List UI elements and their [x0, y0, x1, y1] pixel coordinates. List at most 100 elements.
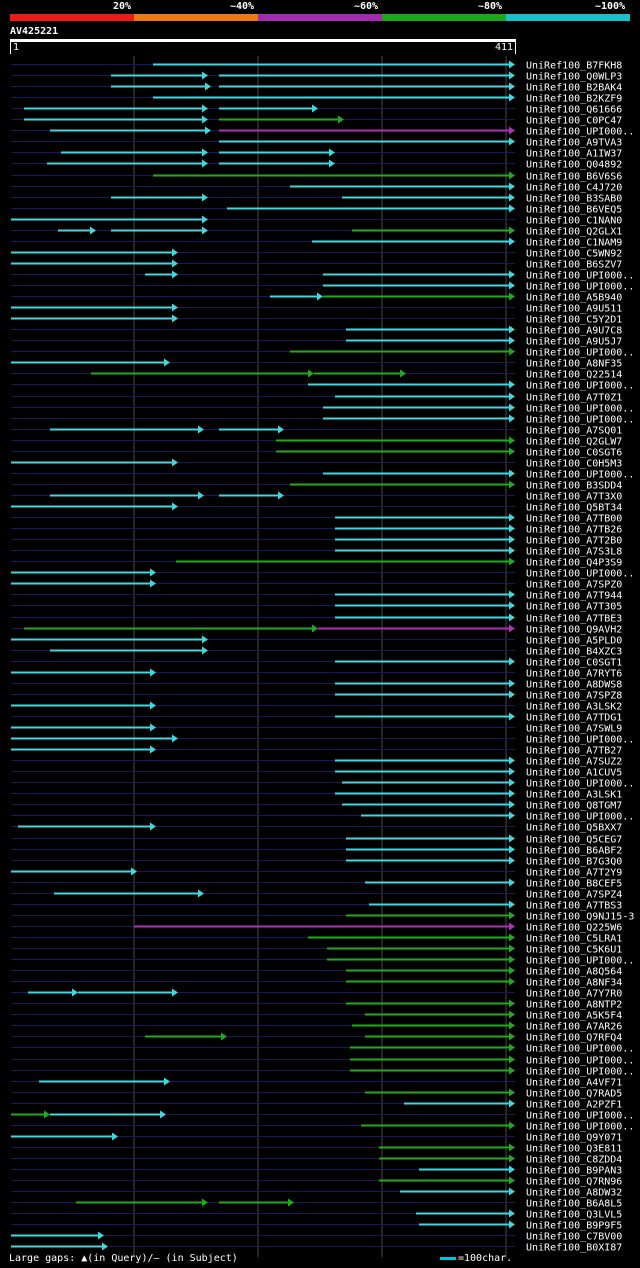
- hit-segment-arrowhead: [202, 193, 208, 202]
- hit-segment-arrowhead: [72, 988, 78, 997]
- hit-label: UniRef100_UPI000..: [526, 1056, 634, 1067]
- hit-segment-arrowhead: [509, 624, 515, 633]
- hit-segment-arrowhead: [509, 999, 515, 1008]
- hit-segment-arrowhead: [509, 60, 515, 69]
- hit-segment-arrowhead: [509, 447, 515, 456]
- hit-label: UniRef100_A2PZF1: [526, 1100, 622, 1111]
- hit-segment-arrowhead: [288, 1198, 294, 1207]
- hit-label: UniRef100_Q9Y071: [526, 1133, 622, 1144]
- hit-label: UniRef100_A9TVA3: [526, 138, 622, 149]
- hit-segment-arrowhead: [509, 1209, 515, 1218]
- hit-segment-arrowhead: [509, 657, 515, 666]
- hit-segment-arrowhead: [509, 137, 515, 146]
- hit-label: UniRef100_Q3E811: [526, 1144, 622, 1155]
- hit-segment-arrowhead: [509, 933, 515, 942]
- hit-label: UniRef100_A7S3L8: [526, 547, 622, 558]
- legend-label-100: ~100%: [595, 1, 626, 12]
- hit-segment-arrowhead: [131, 867, 137, 876]
- hit-label: UniRef100_A7T944: [526, 591, 622, 602]
- hit-label: UniRef100_UPI000..: [526, 415, 634, 426]
- hit-segment-arrowhead: [509, 480, 515, 489]
- hit-segment-arrowhead: [338, 115, 344, 124]
- hit-segment-arrowhead: [509, 182, 515, 191]
- hit-segment-arrowhead: [150, 579, 156, 588]
- hit-label: UniRef100_A7SPZ4: [526, 890, 622, 901]
- hit-segment-arrowhead: [509, 878, 515, 887]
- hit-label: UniRef100_Q22514: [526, 370, 622, 381]
- hit-segment-arrowhead: [202, 635, 208, 644]
- hit-label: UniRef100_A7AR26: [526, 1022, 622, 1033]
- hit-segment-arrowhead: [509, 1154, 515, 1163]
- hit-segment-arrowhead: [509, 1055, 515, 1064]
- hit-segment-arrowhead: [509, 1066, 515, 1075]
- hit-label: UniRef100_C5WN92: [526, 249, 622, 260]
- hit-segment-arrowhead: [509, 71, 515, 80]
- hit-segment-arrowhead: [509, 414, 515, 423]
- hit-label: UniRef100_Q7RFQ4: [526, 1033, 622, 1044]
- hit-label: UniRef100_Q4P3S9: [526, 558, 622, 569]
- scale-text: =100char.: [458, 1253, 513, 1264]
- hit-label: UniRef100_Q5CEG7: [526, 835, 622, 846]
- hit-segment-arrowhead: [509, 1143, 515, 1152]
- hit-segment-arrowhead: [160, 1110, 166, 1119]
- hit-segment-arrowhead: [164, 1077, 170, 1086]
- hit-segment-arrowhead: [329, 159, 335, 168]
- hit-label: UniRef100_A7T3X0: [526, 492, 622, 503]
- hit-segment-arrowhead: [198, 491, 204, 500]
- hit-segment-arrowhead: [509, 1043, 515, 1052]
- hit-segment-arrowhead: [509, 1032, 515, 1041]
- hit-segment-arrowhead: [509, 270, 515, 279]
- gaps-legend-text: Large gaps: ▲(in Query)/— (in Subject): [9, 1253, 238, 1264]
- hit-segment-arrowhead: [509, 546, 515, 555]
- hit-label: UniRef100_B9P9F5: [526, 1221, 622, 1232]
- hit-label: UniRef100_A8DW32: [526, 1188, 622, 1199]
- hit-segment-arrowhead: [98, 1231, 104, 1240]
- hit-label: UniRef100_Q2GLW7: [526, 437, 622, 448]
- hit-segment-arrowhead: [312, 104, 318, 113]
- hit-segment-arrowhead: [150, 568, 156, 577]
- hit-label: UniRef100_C0SGT6: [526, 448, 622, 459]
- hit-segment-arrowhead: [202, 104, 208, 113]
- hit-label: UniRef100_C0H5M3: [526, 459, 622, 470]
- hit-label: UniRef100_B6SZV7: [526, 260, 622, 271]
- hit-label: UniRef100_A5B940: [526, 293, 622, 304]
- hit-label: UniRef100_A9U7C8: [526, 326, 622, 337]
- hit-segment-arrowhead: [172, 314, 178, 323]
- hit-label: UniRef100_UPI000..: [526, 404, 634, 415]
- hit-segment-arrowhead: [509, 690, 515, 699]
- hit-label: UniRef100_C5Y2D1: [526, 315, 622, 326]
- hit-label: UniRef100_A1IW37: [526, 149, 622, 160]
- hit-segment-arrowhead: [509, 204, 515, 213]
- hit-label: UniRef100_A8NF34: [526, 978, 622, 989]
- hit-segment-arrowhead: [509, 900, 515, 909]
- hit-segment-arrowhead: [509, 613, 515, 622]
- hit-segment-arrowhead: [509, 403, 515, 412]
- hit-label: UniRef100_Q8TGM7: [526, 801, 622, 812]
- hit-segment-arrowhead: [509, 601, 515, 610]
- hit-segment-arrowhead: [221, 1032, 227, 1041]
- hit-segment-arrowhead: [509, 226, 515, 235]
- hit-label: UniRef100_A7TB27: [526, 746, 622, 757]
- hit-label: UniRef100_C4J720: [526, 183, 622, 194]
- hit-segment-arrowhead: [509, 535, 515, 544]
- query-start: 1: [13, 42, 20, 53]
- hit-segment-arrowhead: [172, 248, 178, 257]
- hit-label: UniRef100_A5PLD0: [526, 636, 622, 647]
- hit-segment-arrowhead: [509, 557, 515, 566]
- hit-label: UniRef100_B4XZC3: [526, 647, 622, 658]
- hit-segment-arrowhead: [509, 977, 515, 986]
- hit-label: UniRef100_A4VF71: [526, 1078, 622, 1089]
- hit-segment-arrowhead: [509, 1021, 515, 1030]
- hit-segment-arrowhead: [509, 1010, 515, 1019]
- hit-label: UniRef100_A7SQ01: [526, 426, 622, 437]
- hit-segment-arrowhead: [172, 734, 178, 743]
- legend-bar-20: [10, 14, 134, 21]
- hit-segment-arrowhead: [202, 148, 208, 157]
- hit-label: UniRef100_A5K5F4: [526, 1011, 622, 1022]
- hit-label: UniRef100_UPI000..: [526, 1044, 634, 1055]
- hit-segment-arrowhead: [509, 767, 515, 776]
- hit-label: UniRef100_A7T305: [526, 602, 622, 613]
- hit-segment-arrowhead: [509, 955, 515, 964]
- hit-label: UniRef100_B2KZF9: [526, 94, 622, 105]
